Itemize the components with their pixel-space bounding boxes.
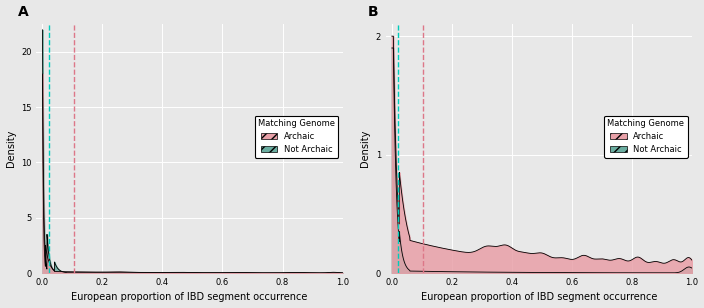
- Text: B: B: [367, 5, 378, 19]
- Text: A: A: [18, 5, 29, 19]
- Y-axis label: Density: Density: [360, 130, 370, 167]
- X-axis label: European proportion of IBD segment occurrence: European proportion of IBD segment occur…: [421, 292, 657, 302]
- Y-axis label: Density: Density: [6, 130, 15, 167]
- X-axis label: European proportion of IBD segment occurrence: European proportion of IBD segment occur…: [71, 292, 308, 302]
- Legend: Archaic, Not Archaic: Archaic, Not Archaic: [255, 116, 339, 157]
- Legend: Archaic, Not Archaic: Archaic, Not Archaic: [604, 116, 688, 157]
